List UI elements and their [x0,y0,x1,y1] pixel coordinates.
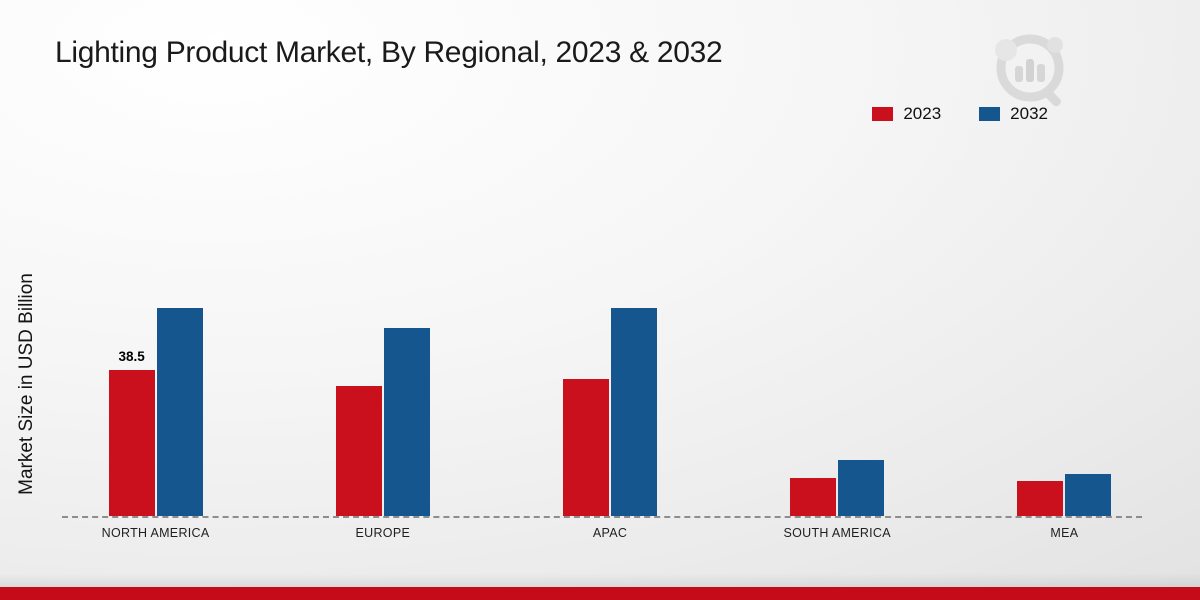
footer-fade [0,573,1200,587]
bar-2032-europe [383,328,430,516]
bar-2032-south-america [838,460,885,516]
bar-2023-south-america [790,478,837,516]
legend-swatch-2032 [979,107,1001,121]
category-label-north-america: NORTH AMERICA [101,526,210,540]
legend-label-2032: 2032 [1010,104,1048,123]
bars-europe [335,328,430,516]
bar-group-south-america: SOUTH AMERICA [724,289,951,540]
bars-north-america: 38.5 [108,308,203,516]
category-label-south-america: SOUTH AMERICA [783,526,891,540]
y-axis-label: Market Size in USD Billion [16,273,37,495]
bar-group-europe: EUROPE [269,289,496,540]
bar-2023-mea [1017,481,1064,516]
bar-2032-apac [611,308,657,516]
legend: 2023 2032 [872,104,1048,124]
bars-south-america [790,460,885,516]
bars-mea [1017,474,1112,516]
bar-2032-north-america [156,308,203,516]
market-research-future-logo-icon [995,34,1064,107]
bar-2023-europe [335,386,382,516]
bars-apac [563,308,657,516]
bar-group-apac: APAC [496,289,723,540]
legend-label-2023: 2023 [903,104,942,123]
bar-2023-north-america: 38.5 [108,349,155,516]
bar-value-label: 38.5 [118,349,145,364]
category-label-apac: APAC [592,526,628,540]
bar-2032-mea [1065,474,1112,516]
plot-area: 38.5 NORTH AMERICA EUROPE APAC SOUTH AMERICA… [42,289,1178,540]
bar-2023-apac [563,379,609,516]
legend-item-2032: 2032 [979,104,1048,124]
bar-group-mea: MEA [951,289,1178,540]
legend-item-2023: 2023 [872,104,941,124]
footer-accent-bar [0,587,1200,600]
chart-title: Lighting Product Market, By Regional, 20… [55,36,723,69]
category-label-mea: MEA [1050,526,1079,540]
x-axis-baseline [62,516,1142,518]
category-label-europe: EUROPE [355,526,411,540]
bar-group-north-america: 38.5 NORTH AMERICA [42,289,269,540]
legend-swatch-2023 [872,107,894,121]
